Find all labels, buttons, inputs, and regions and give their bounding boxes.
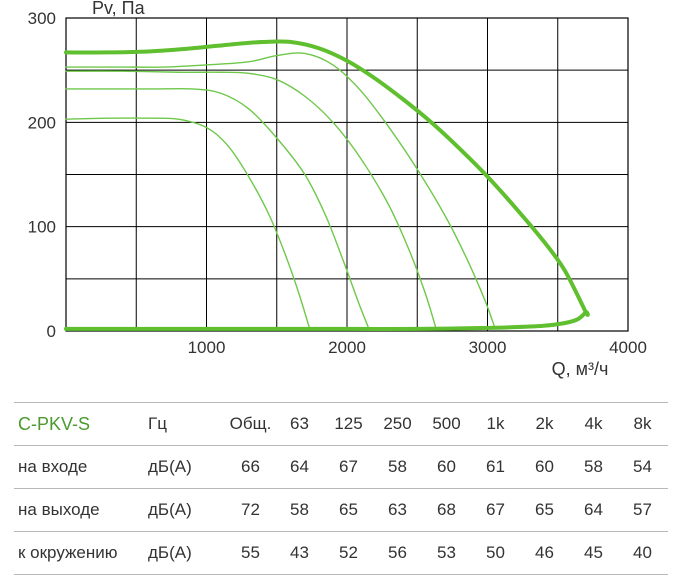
band-label: Общ. bbox=[226, 414, 275, 434]
cell: 43 bbox=[275, 543, 324, 563]
svg-text:4000: 4000 bbox=[609, 338, 647, 357]
table-model-header: C-PKV-S bbox=[14, 414, 148, 435]
cell: 58 bbox=[275, 500, 324, 520]
cell: 56 bbox=[373, 543, 422, 563]
row-name: на выходе bbox=[14, 500, 148, 520]
table-row: на выходе дБ(А) 72 58 65 63 68 67 65 64 … bbox=[14, 489, 668, 532]
cell: 54 bbox=[618, 457, 667, 477]
svg-text:100: 100 bbox=[28, 218, 56, 237]
cell: 72 bbox=[226, 500, 275, 520]
cell: 66 bbox=[226, 457, 275, 477]
cell: 55 bbox=[226, 543, 275, 563]
cell: 61 bbox=[471, 457, 520, 477]
table-header-row: C-PKV-S Гц Общ. 63 125 250 500 1k 2k 4k … bbox=[14, 402, 668, 446]
cell: 67 bbox=[471, 500, 520, 520]
table-row: к окружению дБ(А) 55 43 52 56 53 50 46 4… bbox=[14, 532, 668, 575]
cell: 53 bbox=[422, 543, 471, 563]
cell: 58 bbox=[373, 457, 422, 477]
band-label: 4k bbox=[569, 414, 618, 434]
svg-text:200: 200 bbox=[28, 113, 56, 132]
row-unit: дБ(А) bbox=[148, 543, 226, 563]
table-row: на входе дБ(А) 66 64 67 58 60 61 60 58 5… bbox=[14, 446, 668, 489]
svg-text:1000: 1000 bbox=[188, 338, 226, 357]
cell: 64 bbox=[275, 457, 324, 477]
svg-text:Pv, Па: Pv, Па bbox=[92, 0, 146, 18]
cell: 50 bbox=[471, 543, 520, 563]
cell: 65 bbox=[520, 500, 569, 520]
cell: 46 bbox=[520, 543, 569, 563]
band-label: 2k bbox=[520, 414, 569, 434]
band-label: 63 bbox=[275, 414, 324, 434]
cell: 58 bbox=[569, 457, 618, 477]
cell: 60 bbox=[520, 457, 569, 477]
svg-text:3000: 3000 bbox=[469, 338, 507, 357]
band-label: 125 bbox=[324, 414, 373, 434]
band-label: 250 bbox=[373, 414, 422, 434]
cell: 45 bbox=[569, 543, 618, 563]
cell: 67 bbox=[324, 457, 373, 477]
row-unit: дБ(А) bbox=[148, 457, 226, 477]
svg-text:0: 0 bbox=[47, 322, 56, 341]
pressure-flow-chart: 0 100 200 300 1000 2000 3000 4000 Pv, Па Q, м³/ч bbox=[0, 0, 682, 400]
svg-text:2000: 2000 bbox=[328, 338, 366, 357]
table-unit-header: Гц bbox=[148, 414, 226, 434]
svg-text:Q, м³/ч: Q, м³/ч bbox=[552, 359, 609, 379]
cell: 52 bbox=[324, 543, 373, 563]
cell: 64 bbox=[569, 500, 618, 520]
band-label: 500 bbox=[422, 414, 471, 434]
row-name: к окружению bbox=[14, 543, 148, 563]
svg-text:300: 300 bbox=[28, 9, 56, 28]
row-unit: дБ(А) bbox=[148, 500, 226, 520]
band-label: 1k bbox=[471, 414, 520, 434]
cell: 57 bbox=[618, 500, 667, 520]
figure: 01002003001000200030004000Pv, ПаQ, м³/ч … bbox=[0, 0, 682, 580]
band-label: 8k bbox=[618, 414, 667, 434]
cell: 40 bbox=[618, 543, 667, 563]
row-name: на входе bbox=[14, 457, 148, 477]
cell: 65 bbox=[324, 500, 373, 520]
cell: 60 bbox=[422, 457, 471, 477]
cell: 63 bbox=[373, 500, 422, 520]
cell: 68 bbox=[422, 500, 471, 520]
sound-data-table: C-PKV-S Гц Общ. 63 125 250 500 1k 2k 4k … bbox=[14, 402, 668, 575]
